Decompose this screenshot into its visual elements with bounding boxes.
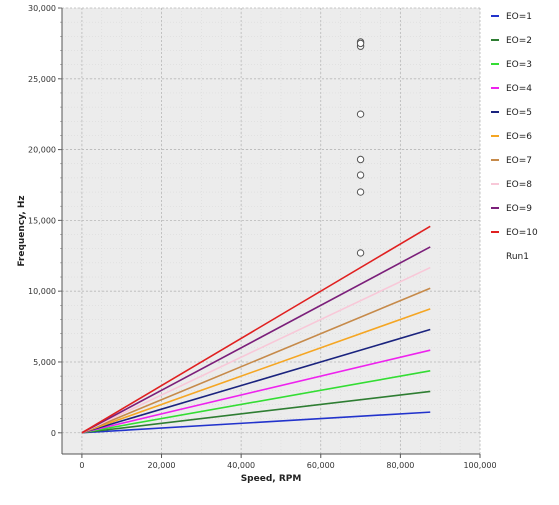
series-line-eo8 bbox=[81, 266, 431, 434]
series-line-eo4 bbox=[81, 349, 431, 434]
y-tick-label: 5,000 bbox=[33, 358, 56, 367]
y-tick-label: 0 bbox=[51, 429, 56, 438]
plot-background bbox=[62, 8, 480, 454]
legend-label: EO=2 bbox=[506, 36, 532, 46]
series-line-eo2 bbox=[81, 390, 431, 434]
series-line-eo1 bbox=[81, 411, 431, 434]
series-line-eo7 bbox=[81, 287, 431, 434]
legend-label: EO=4 bbox=[506, 84, 532, 94]
x-axis-title: Speed, RPM bbox=[241, 474, 302, 484]
run1-point bbox=[356, 155, 365, 164]
x-tick-label: 40,000 bbox=[227, 461, 255, 470]
x-tick-label: 100,000 bbox=[463, 461, 496, 470]
series-line-eo3 bbox=[81, 370, 431, 434]
y-tick-label: 15,000 bbox=[28, 216, 56, 225]
legend-label: Run1 bbox=[506, 252, 529, 262]
x-tick-label: 0 bbox=[79, 461, 84, 470]
series-layer bbox=[81, 38, 431, 434]
grid bbox=[62, 7, 481, 454]
y-tick-label: 20,000 bbox=[28, 146, 56, 155]
axes: 0 20,000 40,000 60,000 80,000 100,000 0 5,000 10… bbox=[28, 4, 497, 470]
run1-point bbox=[356, 39, 365, 48]
legend-label: EO=9 bbox=[506, 204, 532, 214]
run1-point bbox=[356, 188, 365, 196]
y-tick-label: 30,000 bbox=[28, 4, 56, 13]
y-axis-title: Frequency, Hz bbox=[17, 195, 27, 266]
series-line-eo9 bbox=[81, 246, 431, 434]
x-tick-label: 80,000 bbox=[386, 461, 414, 470]
legend-label: EO=7 bbox=[506, 156, 532, 166]
legend-label: EO=1 bbox=[506, 12, 532, 22]
legend-label: EO=3 bbox=[506, 60, 532, 70]
y-tick-label: 10,000 bbox=[28, 287, 56, 296]
run1-point bbox=[356, 110, 365, 118]
y-tick-label: 25,000 bbox=[28, 75, 56, 84]
run1-point bbox=[356, 249, 365, 257]
legend-label: EO=8 bbox=[506, 180, 532, 190]
series-line-eo5 bbox=[81, 328, 431, 434]
run1-point bbox=[356, 171, 365, 179]
x-tick-label: 20,000 bbox=[148, 461, 176, 470]
x-tick-label: 60,000 bbox=[307, 461, 335, 470]
legend-label: EO=6 bbox=[506, 132, 532, 142]
series-line-eo6 bbox=[81, 308, 431, 434]
series-line-eo10 bbox=[81, 225, 431, 434]
legend-label: EO=5 bbox=[506, 108, 532, 118]
legend-label: EO=10 bbox=[506, 228, 538, 238]
legend: EO=1 EO=2 EO=3 EO=4 EO=5 EO=6 EO=7 EO=8 EO=9 EO=1… bbox=[491, 12, 538, 262]
